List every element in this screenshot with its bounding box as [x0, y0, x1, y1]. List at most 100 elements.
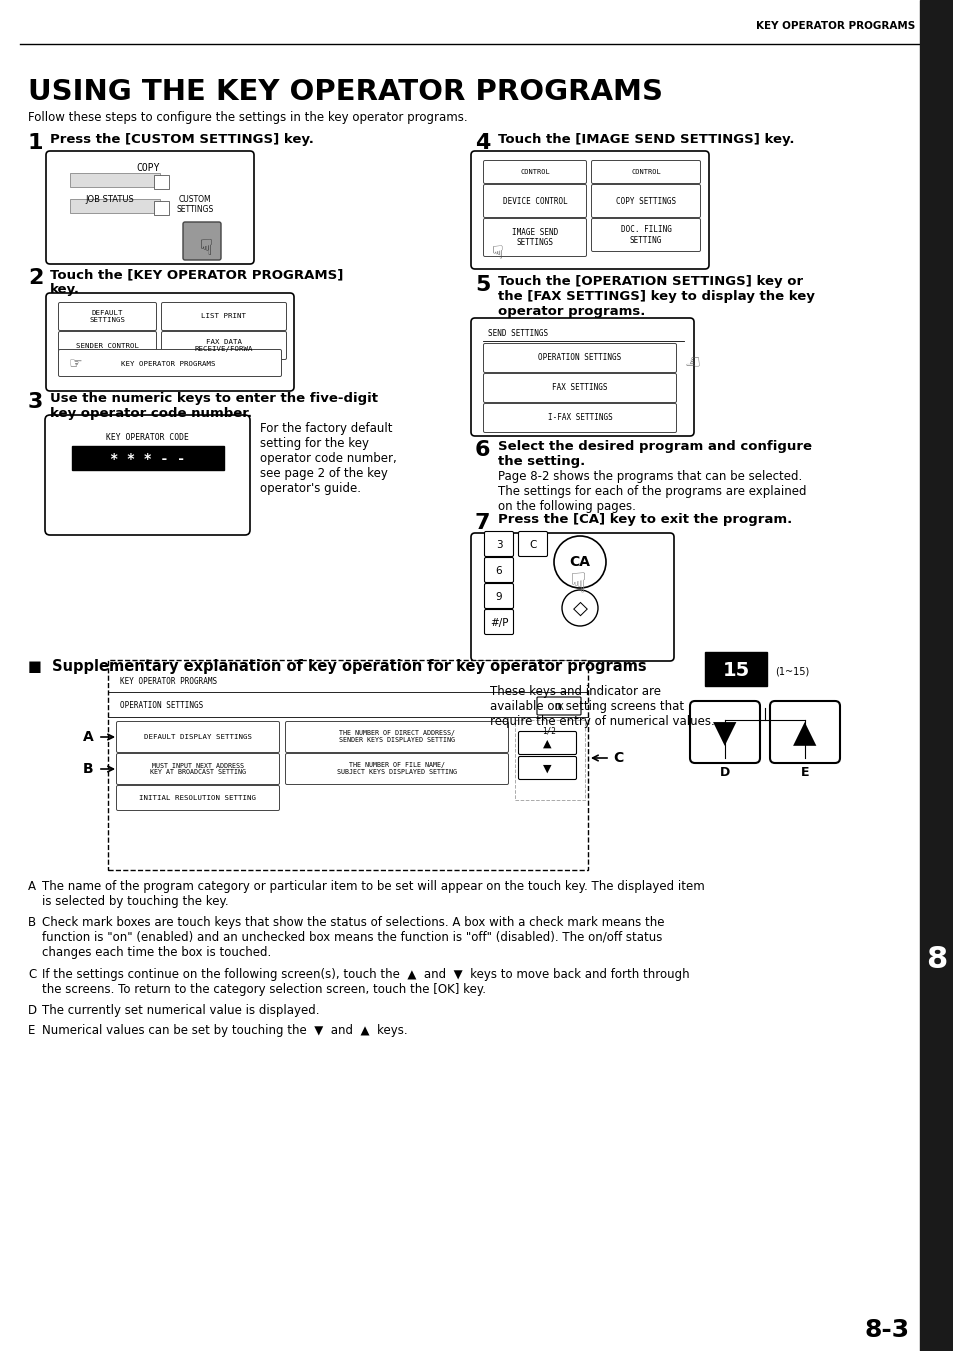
- Text: FAX DATA
RECEIVE/FORWA: FAX DATA RECEIVE/FORWA: [194, 339, 253, 353]
- Text: C: C: [529, 540, 537, 550]
- Text: DEVICE CONTROL: DEVICE CONTROL: [502, 196, 567, 205]
- FancyBboxPatch shape: [483, 373, 676, 403]
- Text: #/P: #/P: [489, 617, 508, 628]
- Text: FAX SETTINGS: FAX SETTINGS: [552, 384, 607, 393]
- Text: INITIAL RESOLUTION SETTING: INITIAL RESOLUTION SETTING: [139, 794, 256, 801]
- Text: The name of the program category or particular item to be set will appear on the: The name of the program category or part…: [42, 880, 704, 908]
- FancyBboxPatch shape: [45, 415, 250, 535]
- FancyBboxPatch shape: [483, 404, 676, 432]
- Text: If the settings continue on the following screen(s), touch the  ▲  and  ▼  keys : If the settings continue on the followin…: [42, 969, 689, 996]
- Text: ☞: ☞: [485, 245, 503, 259]
- Text: E: E: [28, 1024, 35, 1038]
- Text: LIST PRINT: LIST PRINT: [201, 313, 246, 319]
- Text: IMAGE SEND
SETTINGS: IMAGE SEND SETTINGS: [512, 228, 558, 247]
- FancyBboxPatch shape: [471, 317, 693, 436]
- Text: C: C: [612, 751, 622, 765]
- Text: KEY OPERATOR PROGRAMS: KEY OPERATOR PROGRAMS: [120, 677, 217, 686]
- Circle shape: [554, 536, 605, 588]
- FancyBboxPatch shape: [484, 558, 513, 582]
- Text: OK: OK: [554, 703, 563, 712]
- Text: * * * - -: * * * - -: [111, 453, 186, 466]
- Text: ▼: ▼: [542, 765, 551, 774]
- Text: OPERATION SETTINGS: OPERATION SETTINGS: [537, 354, 621, 362]
- Text: 1: 1: [28, 132, 44, 153]
- Text: 1/2: 1/2: [541, 727, 556, 735]
- FancyBboxPatch shape: [285, 754, 508, 785]
- FancyBboxPatch shape: [58, 350, 281, 377]
- Text: CONTROL: CONTROL: [519, 169, 549, 176]
- Text: ☞: ☞: [192, 236, 212, 257]
- Bar: [71, 446, 224, 470]
- FancyBboxPatch shape: [483, 343, 676, 373]
- Text: ◇: ◇: [572, 598, 587, 617]
- FancyBboxPatch shape: [58, 303, 156, 331]
- Bar: [919, 0, 953, 1351]
- Text: For the factory default
setting for the key
operator code number,
see page 2 of : For the factory default setting for the …: [260, 422, 396, 494]
- FancyBboxPatch shape: [591, 185, 700, 218]
- FancyBboxPatch shape: [537, 697, 580, 715]
- Text: Page 8-2 shows the programs that can be selected.
The settings for each of the p: Page 8-2 shows the programs that can be …: [497, 470, 805, 513]
- Text: 9: 9: [496, 592, 502, 603]
- Text: DEFAULT DISPLAY SETTINGS: DEFAULT DISPLAY SETTINGS: [144, 734, 252, 740]
- FancyBboxPatch shape: [484, 584, 513, 608]
- FancyBboxPatch shape: [161, 303, 286, 331]
- Text: COPY SETTINGS: COPY SETTINGS: [616, 196, 676, 205]
- Bar: [70, 199, 160, 213]
- Text: D: D: [28, 1004, 37, 1017]
- Text: 7: 7: [475, 513, 490, 534]
- Text: JOB STATUS: JOB STATUS: [86, 196, 134, 204]
- Text: ▲: ▲: [542, 739, 551, 748]
- Text: MUST INPUT NEXT ADDRESS
KEY AT BROADCAST SETTING: MUST INPUT NEXT ADDRESS KEY AT BROADCAST…: [150, 762, 246, 775]
- Text: 6: 6: [475, 440, 490, 459]
- FancyBboxPatch shape: [46, 293, 294, 390]
- Text: KEY OPERATOR PROGRAMS: KEY OPERATOR PROGRAMS: [755, 22, 914, 31]
- FancyBboxPatch shape: [161, 331, 286, 359]
- Text: D: D: [720, 766, 729, 780]
- Text: B: B: [28, 916, 36, 929]
- Text: B: B: [83, 762, 93, 775]
- Text: Select the desired program and configure
the setting.: Select the desired program and configure…: [497, 440, 811, 467]
- FancyBboxPatch shape: [154, 200, 170, 215]
- FancyBboxPatch shape: [116, 754, 279, 785]
- FancyBboxPatch shape: [518, 757, 576, 780]
- FancyBboxPatch shape: [108, 661, 587, 870]
- Text: ▼: ▼: [713, 720, 736, 748]
- Text: 8-3: 8-3: [864, 1319, 909, 1342]
- FancyBboxPatch shape: [46, 151, 253, 263]
- Text: (1~15): (1~15): [774, 667, 808, 677]
- Text: CONTROL: CONTROL: [631, 169, 660, 176]
- Text: CA: CA: [569, 555, 590, 569]
- Text: 2: 2: [28, 267, 43, 288]
- Text: ■  Supplementary explanation of key operation for key operator programs: ■ Supplementary explanation of key opera…: [28, 658, 646, 674]
- Text: USING THE KEY OPERATOR PROGRAMS: USING THE KEY OPERATOR PROGRAMS: [28, 78, 662, 105]
- Text: THE NUMBER OF FILE NAME/
SUBJECT KEYS DISPLAYED SETTING: THE NUMBER OF FILE NAME/ SUBJECT KEYS DI…: [336, 762, 456, 775]
- Text: 5: 5: [475, 276, 490, 295]
- Text: Touch the [OPERATION SETTINGS] key or
the [FAX SETTINGS] key to display the key
: Touch the [OPERATION SETTINGS] key or th…: [497, 276, 814, 317]
- FancyBboxPatch shape: [769, 701, 840, 763]
- Text: Press the [CA] key to exit the program.: Press the [CA] key to exit the program.: [497, 513, 791, 526]
- Text: These keys and indicator are
available on setting screens that
require the entry: These keys and indicator are available o…: [490, 685, 714, 728]
- FancyBboxPatch shape: [116, 785, 279, 811]
- Text: I-FAX SETTINGS: I-FAX SETTINGS: [547, 413, 612, 423]
- Text: DEFAULT
SETTINGS: DEFAULT SETTINGS: [90, 309, 126, 323]
- FancyBboxPatch shape: [483, 219, 586, 257]
- FancyBboxPatch shape: [483, 185, 586, 218]
- Circle shape: [561, 590, 598, 626]
- Text: A: A: [28, 880, 36, 893]
- Text: SENDER CONTROL: SENDER CONTROL: [76, 343, 139, 349]
- Text: OPERATION SETTINGS: OPERATION SETTINGS: [120, 701, 203, 711]
- Text: Use the numeric keys to enter the five-digit
key operator code number.: Use the numeric keys to enter the five-d…: [50, 392, 377, 420]
- Text: SEND SETTINGS: SEND SETTINGS: [488, 330, 548, 339]
- Text: E: E: [800, 766, 808, 780]
- FancyBboxPatch shape: [116, 721, 279, 753]
- FancyBboxPatch shape: [471, 151, 708, 269]
- Text: COPY: COPY: [136, 163, 159, 173]
- Bar: [70, 173, 160, 186]
- FancyBboxPatch shape: [58, 331, 156, 359]
- Text: 3: 3: [28, 392, 43, 412]
- Text: DOC. FILING
SETTING: DOC. FILING SETTING: [619, 226, 671, 245]
- Text: ▲: ▲: [792, 720, 816, 748]
- Text: Follow these steps to configure the settings in the key operator programs.: Follow these steps to configure the sett…: [28, 112, 467, 124]
- FancyBboxPatch shape: [154, 174, 170, 189]
- Text: THE NUMBER OF DIRECT ADDRESS/
SENDER KEYS DISPLAYED SETTING: THE NUMBER OF DIRECT ADDRESS/ SENDER KEY…: [338, 731, 455, 743]
